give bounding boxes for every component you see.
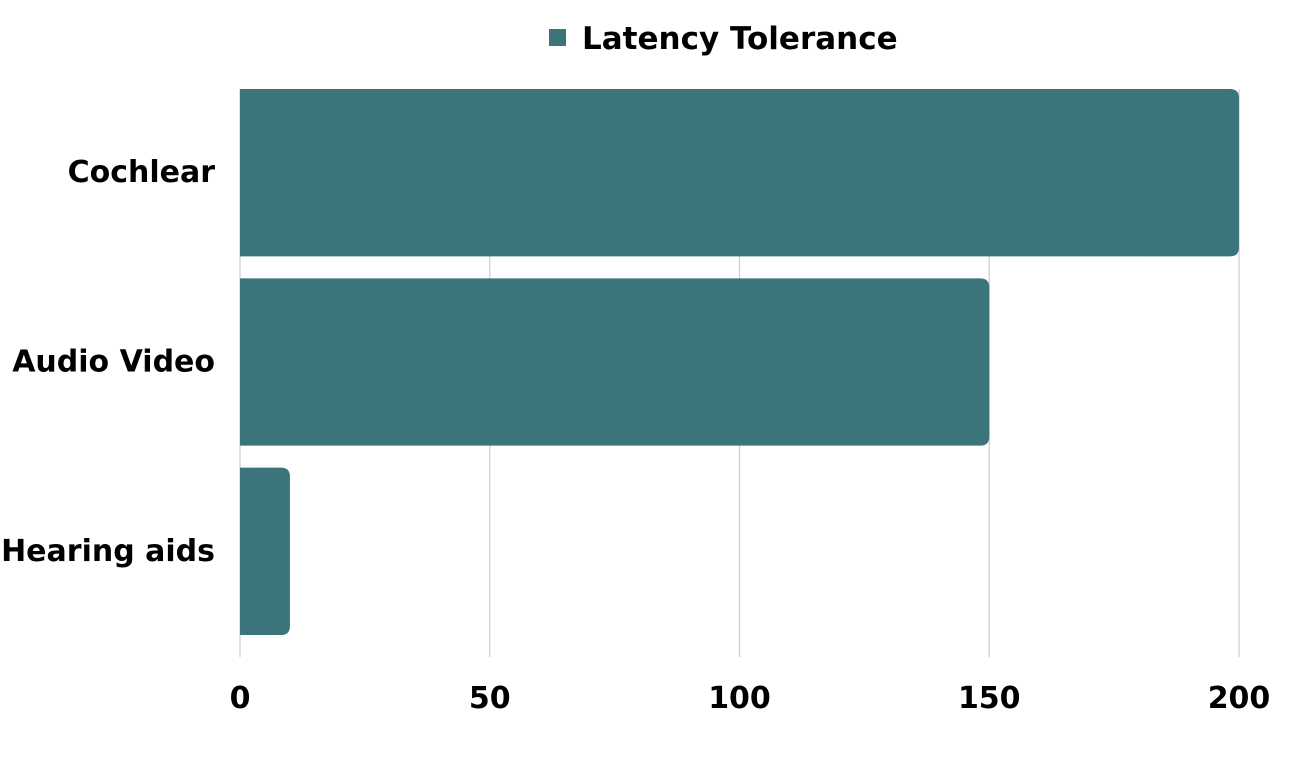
axis-labels: Cochlear Audio Video Hearing aids 0 50 100 150… bbox=[1, 155, 1270, 716]
x-tick-label-100: 100 bbox=[708, 681, 771, 716]
category-label-audio-video: Audio Video bbox=[12, 345, 215, 380]
x-tick-label-0: 0 bbox=[230, 681, 251, 716]
legend-label-latency-tolerance: Latency Tolerance bbox=[582, 21, 898, 57]
bar-audio-video bbox=[240, 278, 990, 446]
legend: Latency Tolerance bbox=[549, 21, 898, 57]
x-tick-label-150: 150 bbox=[958, 681, 1021, 716]
bars bbox=[240, 89, 1239, 635]
category-label-hearing-aids: Hearing aids bbox=[1, 534, 215, 569]
category-label-cochlear: Cochlear bbox=[68, 155, 216, 190]
bar-cochlear bbox=[240, 89, 1239, 257]
legend-swatch-latency-tolerance bbox=[549, 29, 566, 46]
bar-hearing-aids bbox=[240, 467, 290, 635]
x-tick-label-50: 50 bbox=[469, 681, 511, 716]
x-tick-label-200: 200 bbox=[1208, 681, 1271, 716]
